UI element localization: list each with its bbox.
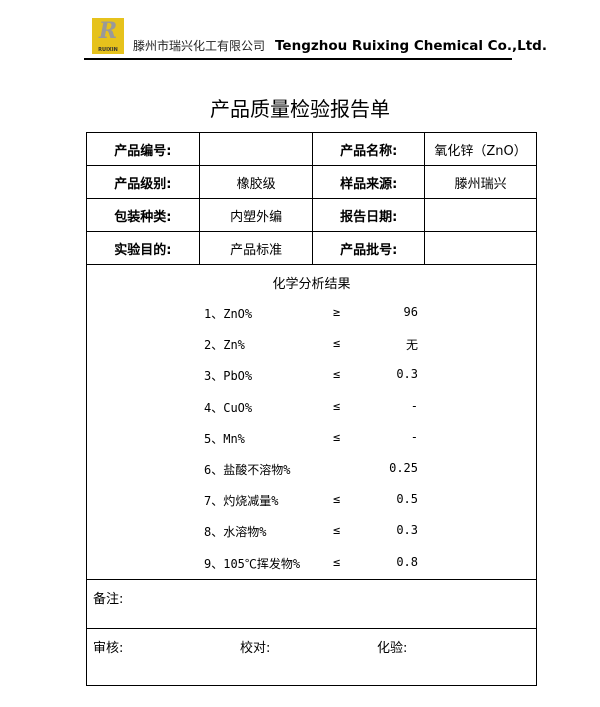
result-item: 8、水溶物% ≤0.3 [87, 523, 536, 543]
result-value: - [410, 429, 418, 444]
result-name: 8、水溶物% [204, 525, 267, 540]
result-value: 0.3 [396, 367, 418, 382]
result-name: 7、灼烧减量% [204, 494, 279, 509]
result-item: 7、灼烧减量% ≤0.5 [87, 492, 536, 512]
results-title: 化学分析结果 [272, 277, 351, 292]
result-op: ≤ [333, 429, 341, 444]
info-row: 实验目的: 产品标准 产品批号: [86, 231, 537, 265]
company-logo: R RUIXIN [92, 18, 124, 54]
result-name: 9、105℃挥发物% [204, 556, 301, 571]
field-label: 产品批号: [312, 231, 426, 265]
logo-text: RUIXIN [98, 47, 118, 53]
logo-mark: R [98, 18, 118, 44]
field-value: 内塑外编 [198, 198, 314, 232]
result-name: 3、PbO% [204, 369, 253, 384]
result-name: 5、Mn% [204, 431, 245, 446]
signature-section: 审核: 校对: 化验: [86, 628, 537, 686]
result-op: ≤ [333, 398, 341, 413]
field-value [198, 132, 314, 166]
result-value: 0.25 [389, 461, 418, 475]
result-op: ≤ [333, 492, 341, 507]
result-value: 0.3 [396, 523, 418, 538]
result-item: 6、盐酸不溶物% 0.25 [87, 461, 536, 481]
field-value: 氧化锌（ZnO） [424, 132, 537, 166]
result-op: ≤ [333, 367, 341, 382]
company-header: 滕州市瑞兴化工有限公司 Tengzhou Ruixing Chemical Co… [133, 37, 547, 54]
result-name: 6、盐酸不溶物% [204, 463, 291, 477]
field-value: 滕州瑞兴 [424, 165, 537, 199]
result-item: 3、PbO% ≤0.3 [87, 367, 536, 387]
field-label: 产品级别: [86, 165, 200, 199]
header-divider [84, 58, 512, 60]
result-item: 5、Mn% ≤ - [87, 430, 536, 450]
result-op: ≤ [333, 523, 341, 538]
result-value: - [410, 398, 418, 413]
field-label: 报告日期: [312, 198, 426, 232]
info-table: 产品编号: 产品名称: 氧化锌（ZnO） 产品级别: 橡胶级 样品来源: 滕州瑞兴 包装种类:… [86, 132, 537, 265]
field-label: 包装种类: [86, 198, 200, 232]
result-item: 4、CuO% ≤ - [87, 399, 536, 419]
info-row: 包装种类: 内塑外编 报告日期: [86, 198, 537, 232]
review-label: 审核: [93, 641, 124, 656]
result-item: 1、ZnO% ≥96 [87, 305, 536, 325]
result-name: 2、Zn% [204, 338, 245, 353]
result-op: ≥ [333, 305, 341, 319]
company-name-en: Tengzhou Ruixing Chemical Co.,Ltd. [275, 38, 547, 54]
result-op: ≤ [333, 554, 341, 569]
info-row: 产品级别: 橡胶级 样品来源: 滕州瑞兴 [86, 165, 537, 199]
field-label: 实验目的: [86, 231, 200, 265]
analysis-results: 化学分析结果 1、ZnO% ≥96 2、Zn% ≤ 无 3、PbO% ≤0.3 4、CuO% ≤… [86, 265, 537, 580]
result-op: ≤ [333, 336, 341, 351]
check-label: 校对: [240, 641, 271, 656]
field-label: 产品编号: [86, 132, 200, 166]
field-value [424, 198, 537, 232]
field-label: 产品名称: [312, 132, 426, 166]
remarks-section: 备注: [86, 580, 537, 629]
test-label: 化验: [377, 641, 408, 656]
company-name-cn: 滕州市瑞兴化工有限公司 [133, 39, 266, 53]
result-item: 9、105℃挥发物% ≤0.8 [87, 555, 536, 575]
field-value [424, 231, 537, 265]
result-value: 96 [403, 305, 418, 319]
info-row: 产品编号: 产品名称: 氧化锌（ZnO） [86, 132, 537, 166]
field-value: 产品标准 [198, 231, 314, 265]
result-name: 1、ZnO% [204, 307, 253, 321]
field-label: 样品来源: [312, 165, 426, 199]
page-title: 产品质量检验报告单 [210, 97, 390, 121]
result-value: 0.5 [396, 492, 418, 507]
result-item: 2、Zn% ≤ 无 [87, 336, 536, 356]
result-value: 0.8 [396, 554, 418, 569]
remarks-label: 备注: [93, 592, 124, 607]
result-value: 无 [405, 338, 418, 353]
field-value: 橡胶级 [198, 165, 314, 199]
result-name: 4、CuO% [204, 400, 253, 415]
